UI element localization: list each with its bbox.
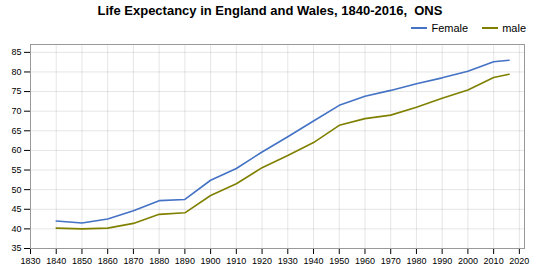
svg-text:50: 50: [11, 185, 21, 195]
svg-text:1990: 1990: [432, 256, 452, 266]
svg-text:1930: 1930: [278, 256, 298, 266]
svg-text:1980: 1980: [406, 256, 426, 266]
svg-text:1950: 1950: [329, 256, 349, 266]
svg-text:1960: 1960: [355, 256, 375, 266]
svg-text:65: 65: [11, 126, 21, 136]
html-text:Life Expectancy in England and: Life Expectancy in England and Wales, 18…: [97, 3, 443, 18]
svg-text:2000: 2000: [458, 256, 478, 266]
svg-text:55: 55: [11, 165, 21, 175]
svg-text:1850: 1850: [72, 256, 92, 266]
svg-text:1970: 1970: [381, 256, 401, 266]
svg-text:1890: 1890: [175, 256, 195, 266]
svg-text:2020: 2020: [509, 256, 529, 266]
svg-text:1940: 1940: [304, 256, 324, 266]
svg-text:85: 85: [11, 47, 21, 57]
svg-text:70: 70: [11, 106, 21, 116]
svg-text:1880: 1880: [149, 256, 169, 266]
svg-text:40: 40: [11, 224, 21, 234]
html-text:Female: Female: [431, 22, 469, 34]
svg-text:1860: 1860: [98, 256, 118, 266]
svg-text:60: 60: [11, 145, 21, 155]
svg-text:35: 35: [11, 243, 21, 253]
svg-text:1920: 1920: [252, 256, 272, 266]
svg-text:1830: 1830: [20, 256, 40, 266]
svg-text:80: 80: [11, 67, 21, 77]
svg-text:1870: 1870: [123, 256, 143, 266]
svg-text:1910: 1910: [226, 256, 246, 266]
svg-text:1900: 1900: [201, 256, 221, 266]
svg-text:1840: 1840: [46, 256, 66, 266]
svg-text:2010: 2010: [484, 256, 504, 266]
html-text:male: male: [502, 22, 526, 34]
svg-text:45: 45: [11, 204, 21, 214]
svg-text:75: 75: [11, 86, 21, 96]
